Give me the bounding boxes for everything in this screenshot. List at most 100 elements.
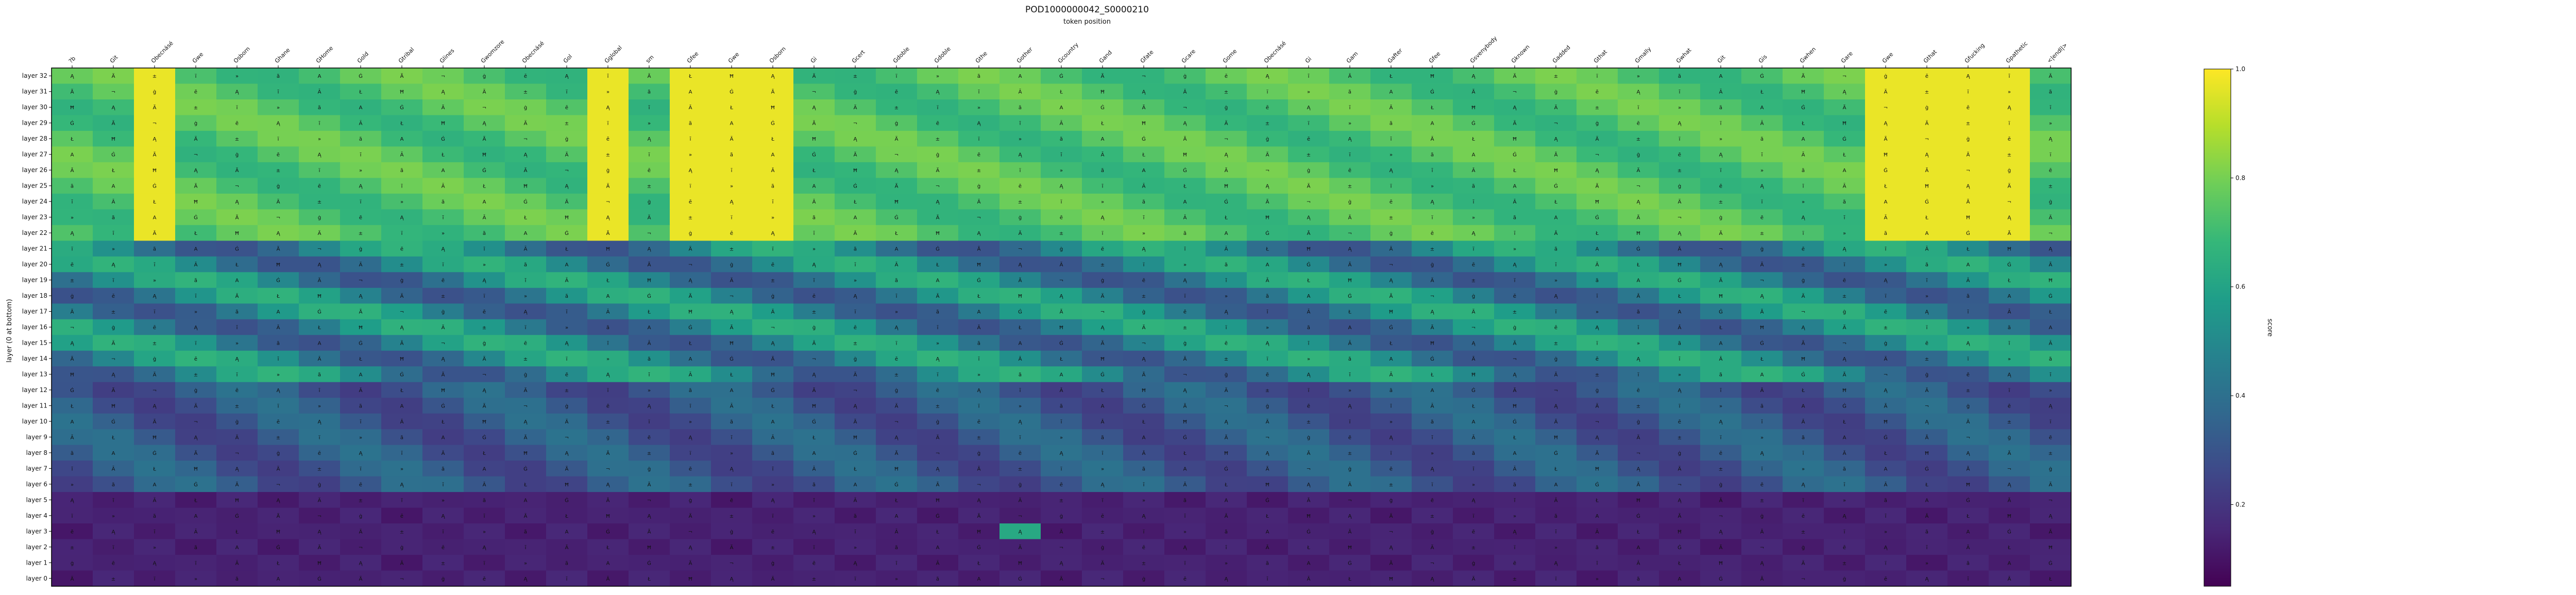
heatmap-cell: [1700, 209, 1742, 226]
heatmap-cell: [1989, 461, 2030, 477]
heatmap-cell: [340, 429, 382, 446]
cell-token-label: »: [1472, 215, 1475, 221]
cell-token-label: Ł: [2007, 278, 2011, 284]
heatmap-cell: [1412, 445, 1453, 461]
heatmap-cell: [1865, 366, 1907, 383]
heatmap-cell: [216, 539, 258, 555]
heatmap-cell: [1947, 256, 1989, 273]
cell-token-label: Ä: [812, 339, 816, 346]
x-tick-label: Gcare: [1180, 48, 1197, 64]
heatmap-cell: [1577, 256, 1618, 273]
heatmap-cell: [1865, 570, 1907, 587]
heatmap-cell: [546, 209, 588, 226]
cell-token-label: Ä: [1554, 371, 1558, 378]
cell-token-label: A: [812, 184, 816, 190]
heatmap-cell: [1123, 115, 1165, 131]
heatmap-cell: [835, 256, 876, 273]
heatmap-cell: [1494, 523, 1536, 540]
cell-token-label: Ã: [483, 135, 486, 142]
heatmap-cell: [999, 319, 1041, 335]
heatmap-cell: [876, 146, 918, 163]
cell-token-label: ī: [1885, 514, 1887, 519]
heatmap-cell: [876, 507, 918, 524]
heatmap-cell: [999, 256, 1041, 273]
heatmap-cell: [670, 523, 711, 540]
heatmap-cell: [1412, 539, 1453, 555]
cell-token-label: ±: [771, 278, 775, 284]
cell-token-label: A: [1307, 294, 1311, 299]
heatmap-cell: [381, 193, 423, 210]
cell-token-label: Ą: [71, 231, 75, 236]
heatmap-cell: [670, 178, 711, 194]
cell-token-label: Ł: [1884, 451, 1887, 456]
cell-token-label: Ą: [483, 121, 487, 127]
heatmap-cell: [340, 366, 382, 383]
cell-token-label: ¬: [359, 545, 363, 551]
heatmap-cell: [93, 162, 134, 178]
y-tick-label: layer 20: [22, 261, 47, 268]
heatmap-cell: [1453, 570, 1495, 587]
heatmap-cell: [1329, 555, 1371, 571]
cell-token-label: Ä: [1513, 339, 1517, 346]
cell-token-label: Ħ: [1018, 560, 1022, 566]
cell-token-label: Ą: [1760, 294, 1765, 299]
cell-token-label: »: [524, 560, 527, 566]
cell-token-label: ġ: [277, 451, 280, 456]
cell-token-label: ±: [606, 419, 610, 425]
cell-token-label: »: [895, 310, 898, 315]
heatmap-cell: [1659, 476, 1701, 492]
x-tick-label: <|endl|>: [2046, 42, 2069, 64]
heatmap-cell: [1824, 555, 1866, 571]
cell-token-label: Ħ: [1924, 184, 1929, 190]
cell-token-label: ē: [1967, 372, 1970, 378]
cell-token-label: ã: [1431, 419, 1434, 425]
heatmap-cell: [1783, 83, 1824, 100]
cell-token-label: ē: [112, 560, 115, 566]
heatmap-cell: [876, 570, 918, 587]
cell-token-label: ī: [524, 545, 527, 551]
heatmap-cell: [1824, 287, 1866, 304]
cell-token-label: ē: [2049, 168, 2052, 174]
cell-token-label: A: [1101, 403, 1105, 409]
cell-token-label: ï: [1679, 403, 1681, 409]
heatmap-cell: [1783, 162, 1824, 178]
cell-token-label: Ą: [400, 215, 404, 221]
cell-token-label: ġ: [730, 262, 733, 268]
heatmap-cell: [711, 209, 753, 226]
heatmap-cell: [216, 555, 258, 571]
heatmap-cell: [1247, 507, 1289, 524]
cell-token-label: Ą: [2008, 482, 2012, 488]
heatmap-cell: [1329, 256, 1371, 273]
cell-token-label: ī: [1184, 247, 1186, 252]
cell-token-label: ē: [1348, 168, 1351, 174]
heatmap-cell: [1947, 209, 1989, 226]
cell-token-label: Ą: [2008, 215, 2012, 221]
cell-token-label: Ä: [1678, 198, 1682, 205]
heatmap-cell: [1206, 555, 1247, 571]
cell-token-label: ġ: [1554, 356, 1557, 362]
cell-token-label: ī: [1225, 545, 1227, 551]
cell-token-label: Ā: [1101, 418, 1105, 425]
cell-token-label: ¬: [1018, 247, 1022, 252]
heatmap-cell: [134, 241, 176, 257]
cell-token-label: A: [936, 545, 940, 551]
heatmap-cell: [670, 461, 711, 477]
cell-token-label: Ą: [1060, 184, 1064, 190]
cell-token-label: ï: [1101, 231, 1104, 236]
cell-token-label: ī: [1679, 356, 1681, 362]
cell-token-label: ±: [152, 74, 157, 79]
heatmap-cell: [381, 319, 423, 335]
heatmap-cell: [587, 461, 629, 477]
heatmap-cell: [587, 162, 629, 178]
heatmap-cell: [464, 523, 505, 540]
cell-token-label: ¬: [1100, 576, 1105, 582]
heatmap-cell: [1206, 209, 1247, 226]
heatmap-cell: [917, 99, 959, 116]
heatmap-cell: [422, 83, 464, 100]
heatmap-cell: [793, 162, 835, 178]
cell-token-label: ē: [359, 215, 362, 221]
cell-token-label: A: [1183, 199, 1187, 205]
heatmap-cell: [1741, 162, 1783, 178]
cell-token-label: A: [936, 278, 940, 284]
cell-token-label: A: [1348, 325, 1352, 331]
